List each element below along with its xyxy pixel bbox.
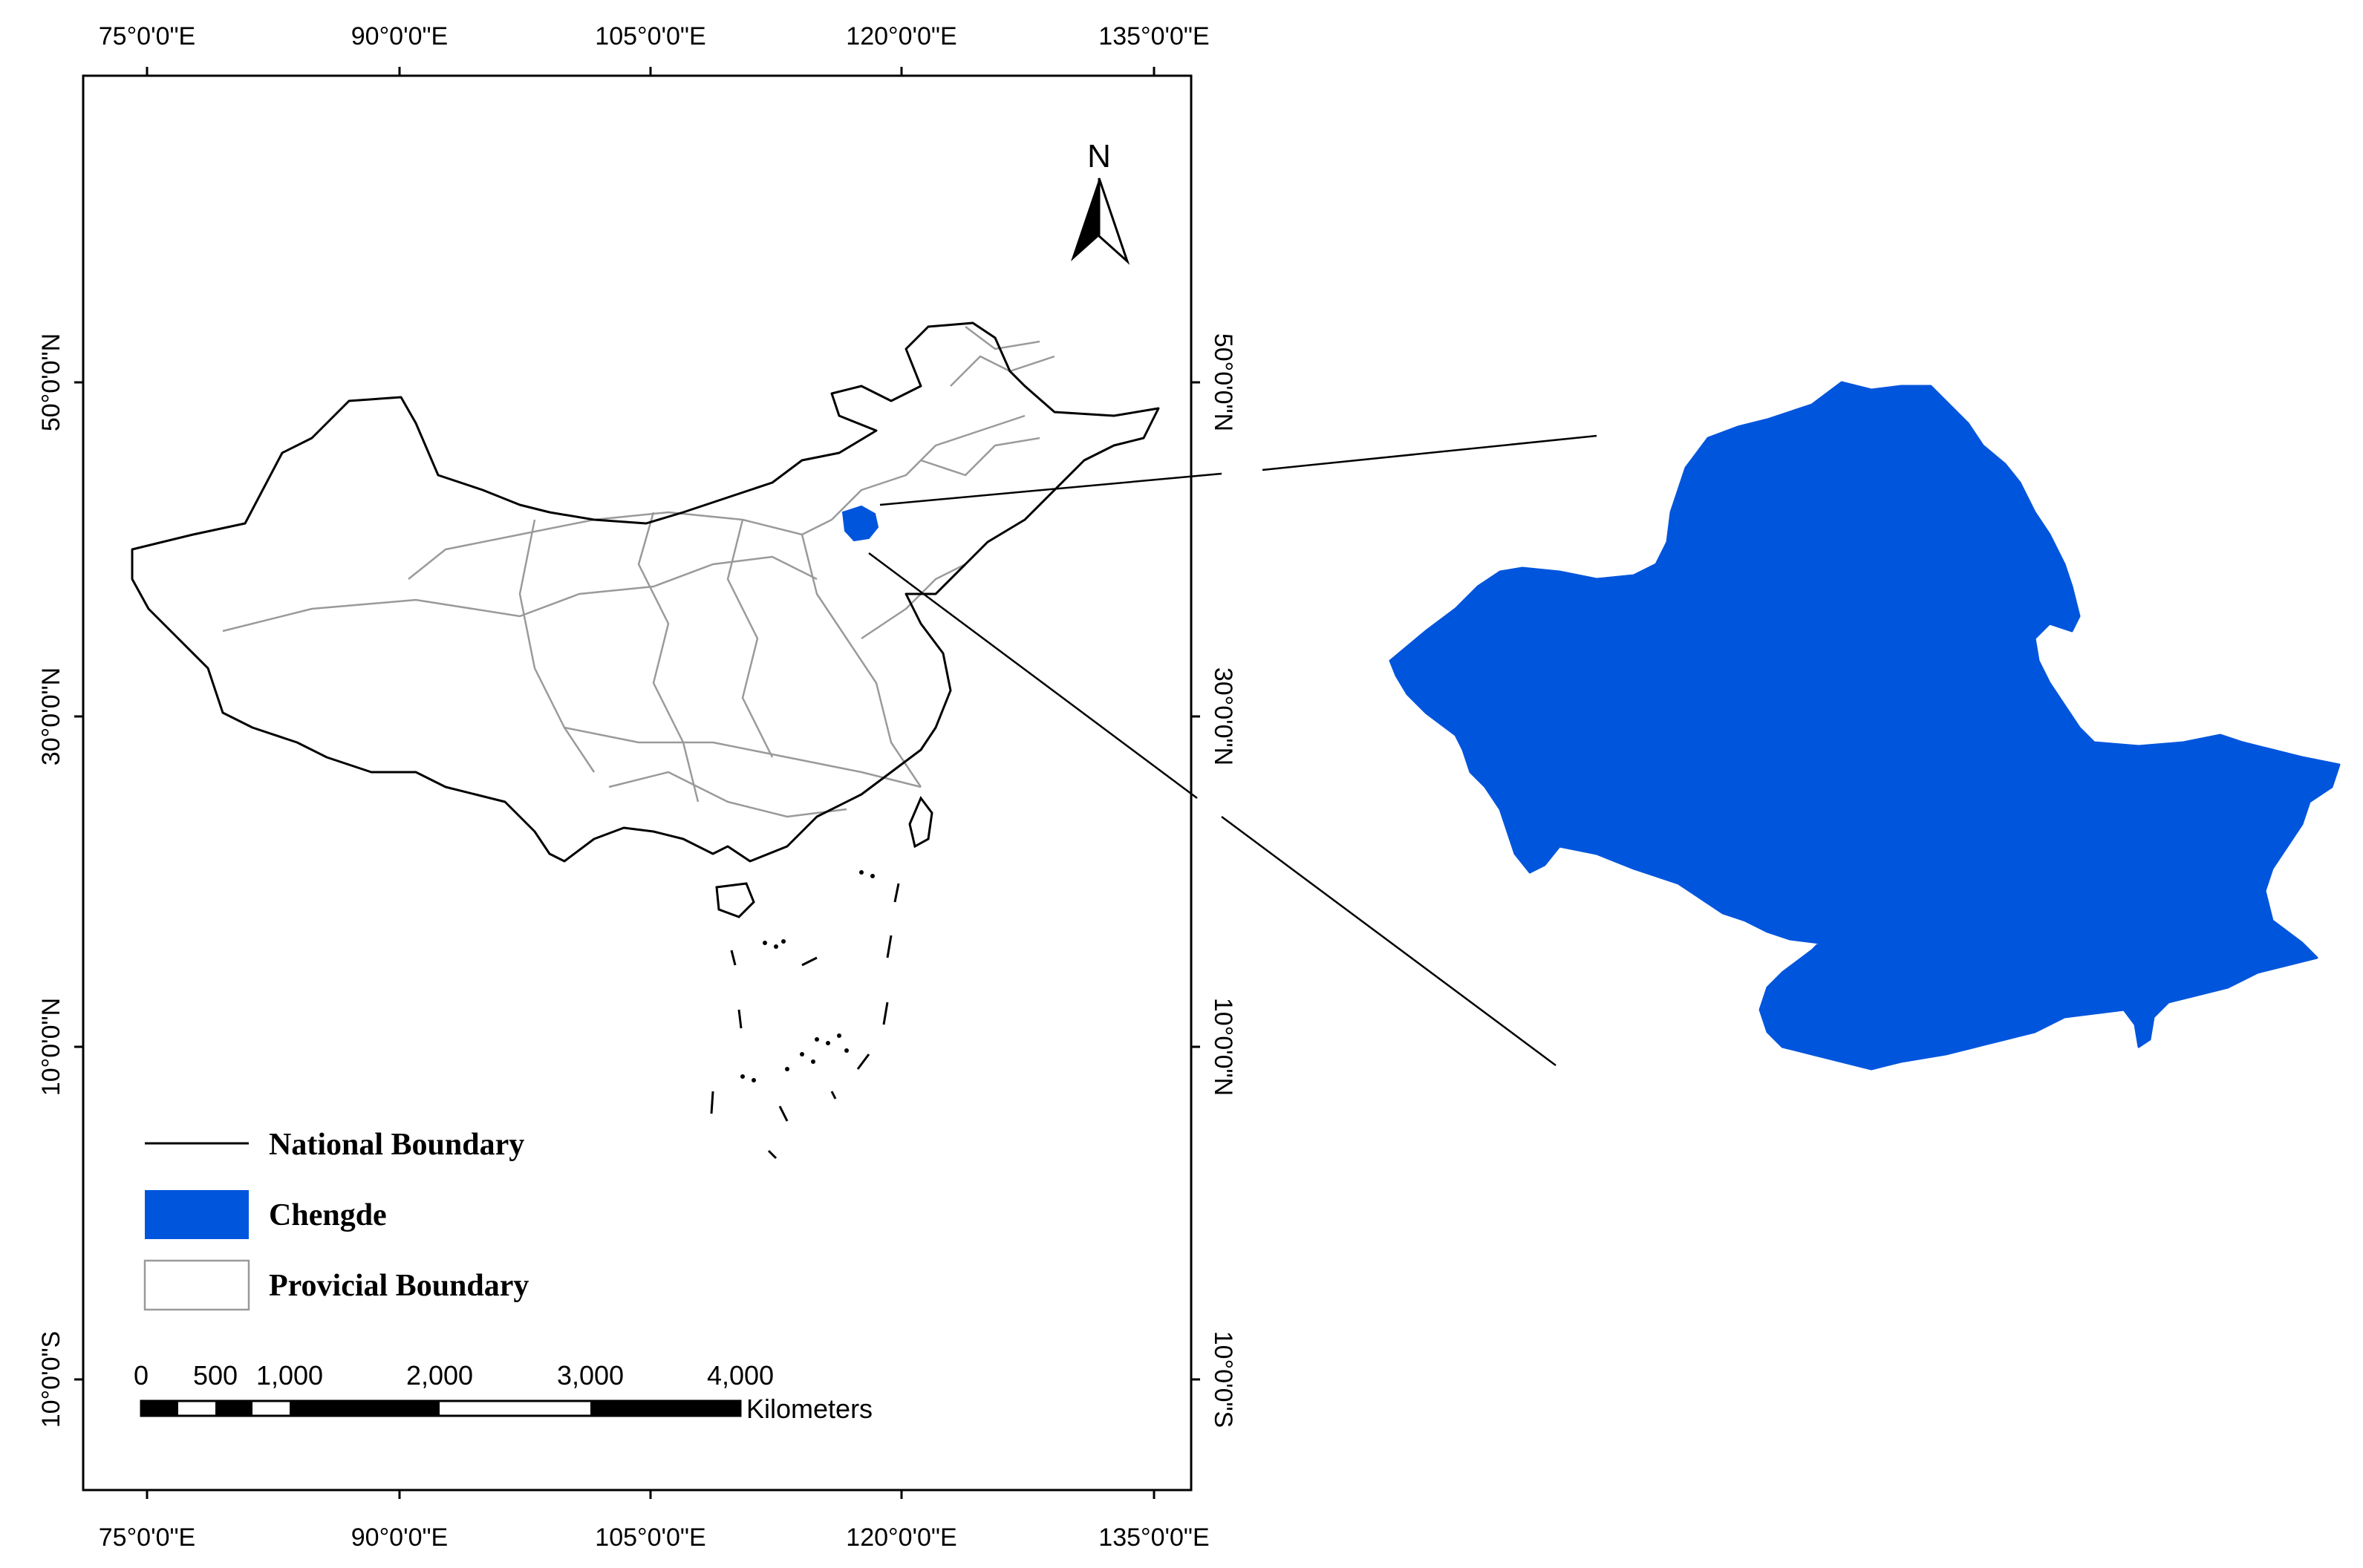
scale-tick-2000: 2,000 [406, 1360, 473, 1391]
graticule-ticks [74, 67, 1200, 1499]
north-label: N [1087, 138, 1111, 174]
chengde-enlarged-region [1389, 381, 2341, 1071]
scale-tick-0: 0 [134, 1360, 149, 1391]
scale-tick-500: 500 [193, 1360, 238, 1391]
lat-label-left-4: 10°0'0"S [37, 1331, 65, 1428]
provincial-boundaries [222, 326, 1055, 818]
lat-label-right-4: 10°0'0"S [1209, 1331, 1237, 1428]
lon-label-top-1: 75°0'0"E [99, 22, 195, 50]
legend-provincial-boundary-swatch [143, 1259, 250, 1311]
lon-label-top-4: 120°0'0"E [846, 22, 956, 50]
chengde-location-marker [841, 505, 879, 542]
lon-label-top-3: 105°0'0"E [595, 22, 705, 50]
lat-label-right-3: 10°0'0"N [1209, 998, 1237, 1096]
lon-label-bottom-1: 75°0'0"E [99, 1523, 195, 1552]
scale-bar: 0 500 1,000 2,000 3,000 4,000 Kilometers [134, 1360, 873, 1424]
legend-national-boundary-label: National Boundary [269, 1128, 524, 1162]
lon-label-bottom-5: 135°0'0"E [1098, 1523, 1209, 1552]
north-arrow-icon [1071, 177, 1130, 265]
south-china-sea-islands [710, 883, 900, 1160]
lat-label-left-2: 30°0'0"N [37, 667, 65, 765]
lat-label-right-2: 30°0'0"N [1209, 667, 1237, 765]
map-frame [82, 74, 1193, 1492]
island-dots [740, 870, 875, 1082]
hainan-island [715, 882, 755, 918]
lon-label-bottom-4: 120°0'0"E [846, 1523, 956, 1552]
legend-chengde-swatch [145, 1190, 249, 1239]
connector-lines [868, 434, 1597, 1067]
lon-label-top-5: 135°0'0"E [1098, 22, 1209, 50]
lat-label-left-3: 10°0'0"N [37, 998, 65, 1096]
scale-tick-3000: 3,000 [557, 1360, 624, 1391]
lon-label-top-2: 90°0'0"E [351, 22, 448, 50]
taiwan-island [908, 796, 933, 849]
lon-label-bottom-2: 90°0'0"E [351, 1523, 448, 1552]
scale-tick-4000: 4,000 [707, 1360, 774, 1391]
scale-unit-label: Kilometers [746, 1394, 873, 1424]
national-boundary-china [131, 321, 1160, 863]
lat-label-left-1: 50°0'0"N [37, 333, 65, 431]
legend-provincial-boundary-label: Provicial Boundary [269, 1269, 529, 1303]
lat-label-right-1: 50°0'0"N [1209, 333, 1237, 431]
legend-chengde-label: Chengde [269, 1198, 387, 1232]
legend: National Boundary Chengde Provicial Boun… [143, 1128, 529, 1311]
scale-tick-1000: 1,000 [256, 1360, 323, 1391]
lon-label-bottom-3: 105°0'0"E [595, 1523, 705, 1552]
